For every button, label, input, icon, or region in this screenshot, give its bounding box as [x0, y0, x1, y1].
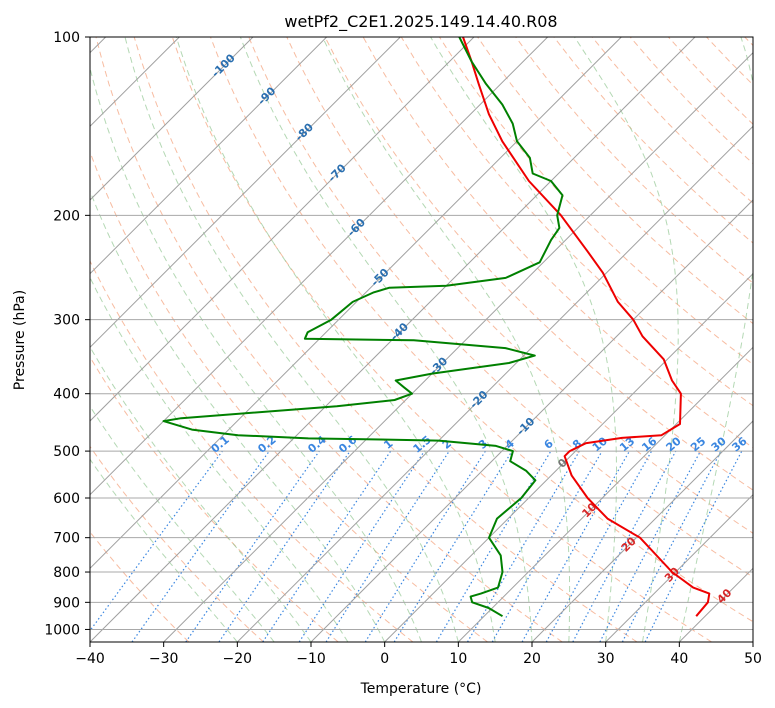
- x-tick-label: 50: [744, 651, 762, 667]
- dry-adiabat-line: [400, 37, 753, 407]
- x-axis: −40 −30 −20 −10 0 10 20 30 40 50: [75, 642, 762, 667]
- x-tick-label: 30: [597, 651, 615, 667]
- x-tick-label: 0: [380, 651, 389, 667]
- y-axis: 100 200 300 400 500 600 700 800 900 1000: [44, 30, 90, 638]
- y-tick-label: 800: [53, 565, 80, 581]
- temperature-profile-line: [462, 37, 711, 617]
- mixing-ratio-line: [325, 450, 450, 642]
- isotherm-line: [90, 37, 254, 201]
- moist-adiabat-line: [175, 37, 496, 642]
- mixing-ratio-line: [90, 450, 223, 632]
- x-tick-label: 20: [523, 651, 541, 667]
- x-tick-label: −20: [223, 651, 253, 667]
- isotherm-line: [90, 37, 549, 496]
- moist-adiabat-line: [90, 65, 422, 642]
- isotherm-line: [163, 51, 753, 642]
- dry-adiabat-line: [90, 150, 488, 642]
- moist-adiabat-line: [90, 405, 275, 642]
- x-tick-label: −40: [75, 651, 105, 667]
- y-tick-label: 200: [53, 208, 80, 224]
- moist-adiabat-line: [574, 37, 679, 642]
- isotherm-line: [457, 346, 753, 642]
- moist-adiabat-line: [90, 276, 349, 642]
- mixing-ratio-line: [521, 450, 631, 642]
- y-tick-label: 400: [53, 387, 80, 403]
- mixing-ratio-line: [572, 450, 677, 642]
- moist-adiabat-line: [239, 37, 533, 642]
- moist-adiabat-line: [678, 37, 753, 642]
- mixing-ratio-line: [545, 450, 653, 642]
- y-tick-label: 1000: [44, 622, 80, 638]
- y-tick-label: 700: [53, 531, 80, 547]
- isotherm-line: [90, 37, 328, 275]
- mixing-ratio-line: [131, 450, 270, 642]
- dry-adiabat-line: [515, 37, 753, 284]
- x-tick-label: −30: [149, 651, 179, 667]
- sounding-profiles: [162, 37, 711, 618]
- x-axis-label: Temperature (°C): [360, 681, 482, 697]
- dry-adiabat-line: [90, 356, 339, 642]
- y-tick-label: 600: [53, 491, 80, 507]
- dry-adiabat-line: [477, 37, 753, 325]
- x-tick-label: 40: [670, 651, 688, 667]
- plot-frame: [89, 36, 754, 643]
- mixing-ratio-line: [298, 450, 425, 642]
- isotherm-line: [236, 125, 753, 642]
- moist-adiabat-line: [124, 37, 459, 642]
- y-tick-label: 500: [53, 444, 80, 460]
- isotherm-line: [90, 37, 475, 422]
- isotherm-line: [605, 493, 753, 642]
- isotherm-line: [531, 420, 753, 642]
- plot-area: 0.1 0.2 0.4 0.6 1 1.5 2 3 4 6 8 10 13 16 20 25 30 36-100-…: [90, 37, 753, 642]
- mixing-ratio-line: [393, 450, 513, 642]
- mixing-ratio-line: [644, 450, 743, 642]
- mixing-ratio-lines: [90, 450, 743, 642]
- isotherm-line: [90, 37, 401, 349]
- isotherm-line: [384, 272, 753, 642]
- x-tick-label: −10: [296, 651, 326, 667]
- moist-adiabat-line: [90, 189, 386, 642]
- y-tick-label: 900: [53, 595, 80, 611]
- mixing-ratio-line: [262, 450, 392, 642]
- dry-adiabat-line: [95, 37, 563, 642]
- moist-adiabat-line: [90, 458, 238, 642]
- moist-adiabat-line: [430, 37, 617, 642]
- x-tick-label: 10: [449, 651, 467, 667]
- isotherm-line: [310, 199, 753, 642]
- y-tick-label: 300: [53, 313, 80, 329]
- mixing-ratio-line: [218, 450, 351, 642]
- dry-adiabat-line: [90, 259, 414, 642]
- dewpoint-profile-line: [162, 37, 564, 618]
- y-axis-label: Pressure (hPa): [12, 290, 28, 390]
- dry-adiabat-line: [90, 445, 264, 642]
- pressure-gridlines: [90, 37, 753, 630]
- chart-title: wetPf2_C2E1.2025.149.14.40.R08: [284, 12, 557, 32]
- dry-adiabat-line: [171, 37, 712, 642]
- y-tick-label: 100: [53, 30, 80, 46]
- dry-adiabat-line: [438, 37, 753, 366]
- dry-adiabat-line: [209, 37, 753, 623]
- mixing-ratio-line: [185, 450, 320, 642]
